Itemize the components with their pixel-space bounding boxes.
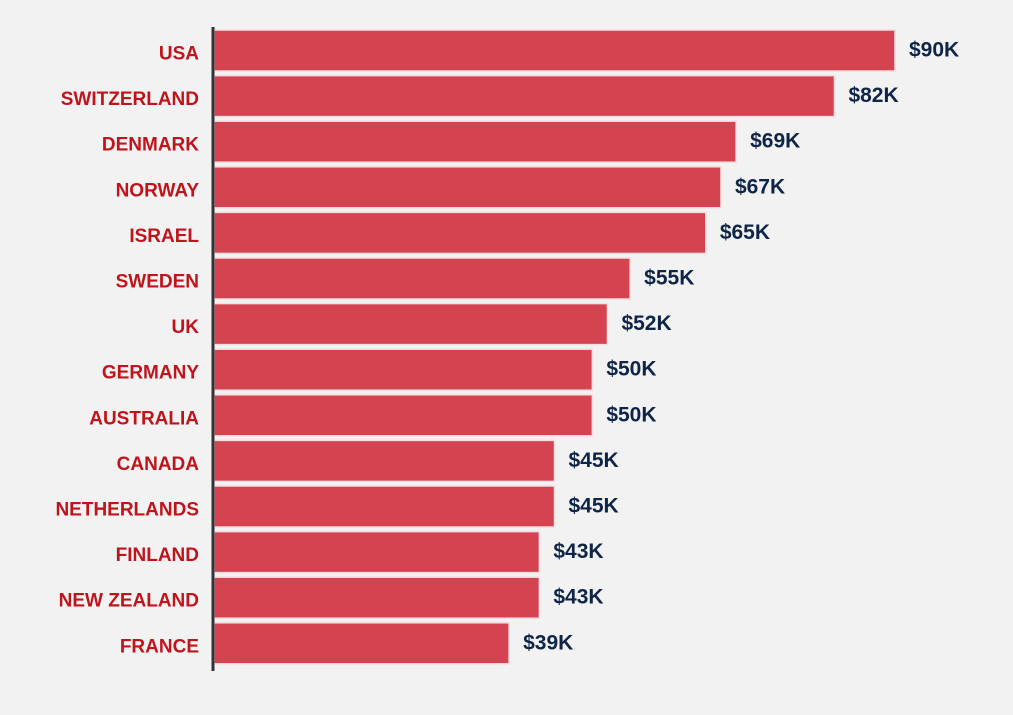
value-label: $69K [750,130,800,153]
bar-canada [213,439,556,483]
value-label: $39K [523,631,573,654]
bar-israel [213,211,707,255]
bar-denmark [213,120,737,163]
bar-norway [213,166,722,209]
value-label: $43K [553,586,603,609]
value-label: $90K [909,39,959,62]
bar-netherlands [213,485,556,528]
value-label: $50K [606,358,656,381]
category-label: NETHERLANDS [55,500,199,521]
bar-sweden [213,257,631,300]
bars-group [213,29,896,665]
bar-usa [213,29,896,72]
value-label: $43K [553,540,603,563]
category-labels-group: USA SWITZERLAND DENMARK NORWAY ISRAEL SWEDEN U… [55,44,199,658]
value-label: $65K [720,221,770,244]
bar-uk [213,302,609,346]
category-label: NEW ZEALAND [59,591,199,612]
category-label: FINLAND [116,545,199,566]
category-label: AUSTRALIA [89,408,199,429]
category-label: FRANCE [120,636,199,657]
category-label: USA [159,44,199,65]
bar-france [213,622,510,665]
bar-australia [213,394,594,437]
bar-finland [213,530,541,574]
category-label: ISRAEL [129,226,199,247]
value-label: $55K [644,267,694,290]
bar-new-zealand [213,576,541,619]
value-label: $45K [569,449,619,472]
value-label: $67K [735,175,785,198]
value-labels-group: $90K $82K $69K $67K $65K $55K $52K $50K $50K $45K… [523,39,959,655]
bar-switzerland [213,74,836,118]
category-label: GERMANY [102,363,199,384]
category-label: SWEDEN [116,272,199,293]
value-label: $50K [606,403,656,426]
value-label: $82K [848,84,898,107]
value-label: $52K [621,312,671,335]
value-label: $45K [569,495,619,518]
category-label: CANADA [117,454,200,475]
bar-germany [213,348,594,391]
category-label: DENMARK [102,135,199,156]
category-label: NORWAY [116,180,200,201]
category-label: SWITZERLAND [61,89,199,110]
category-label: UK [172,317,200,338]
